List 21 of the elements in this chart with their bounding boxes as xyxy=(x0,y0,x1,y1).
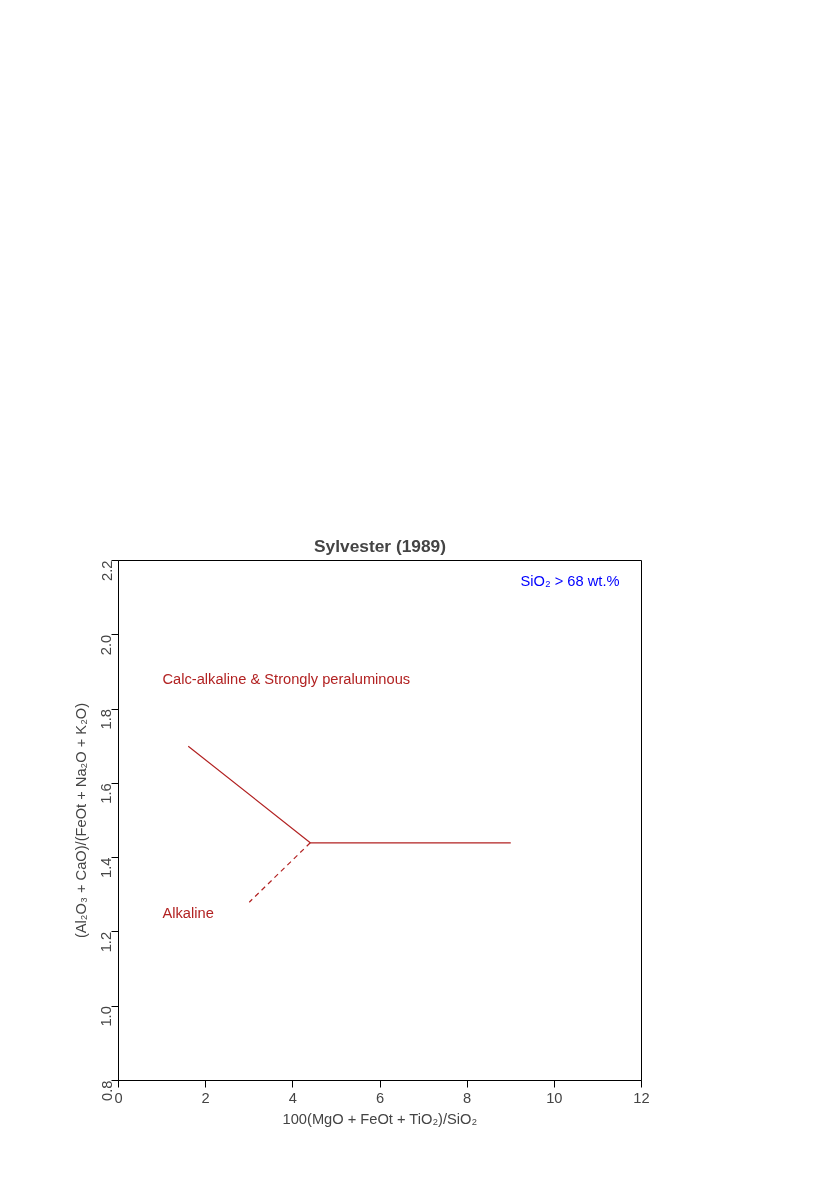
y-tick-label: 1.0 xyxy=(98,1006,115,1027)
x-axis-title: 100(MgO + FeOt + TiO₂)/SiO₂ xyxy=(282,1110,478,1127)
x-tick-label: 6 xyxy=(375,1089,385,1106)
x-tick-label: 2 xyxy=(201,1089,210,1106)
x-tick-label: 10 xyxy=(546,1089,563,1106)
chart-title: Sylvester (1989) xyxy=(314,535,446,556)
x-tick-label: 4 xyxy=(288,1089,297,1106)
x-tick-label: 8 xyxy=(463,1089,472,1106)
y-tick-label: 1.8 xyxy=(98,709,115,730)
y-tick-label: 2.2 xyxy=(98,560,115,581)
annotation: Alkaline xyxy=(162,904,214,921)
annotation: SiO₂ > 68 wt.% xyxy=(520,572,620,589)
y-tick-label: 1.4 xyxy=(98,857,115,879)
x-tick-label: 0 xyxy=(114,1089,123,1106)
y-tick-label: 1.2 xyxy=(98,931,115,953)
y-axis-title: (Al₂O₃ + CaO)/(FeOt + Na₂O + K₂O) xyxy=(72,702,89,939)
y-tick-label: 0.8 xyxy=(98,1080,115,1101)
y-tick-label: 2.0 xyxy=(98,634,115,656)
annotation: Calc-alkaline & Strongly peraluminous xyxy=(162,670,411,687)
x-tick-label: 12 xyxy=(633,1089,650,1106)
y-tick-label: 1.6 xyxy=(98,783,115,804)
